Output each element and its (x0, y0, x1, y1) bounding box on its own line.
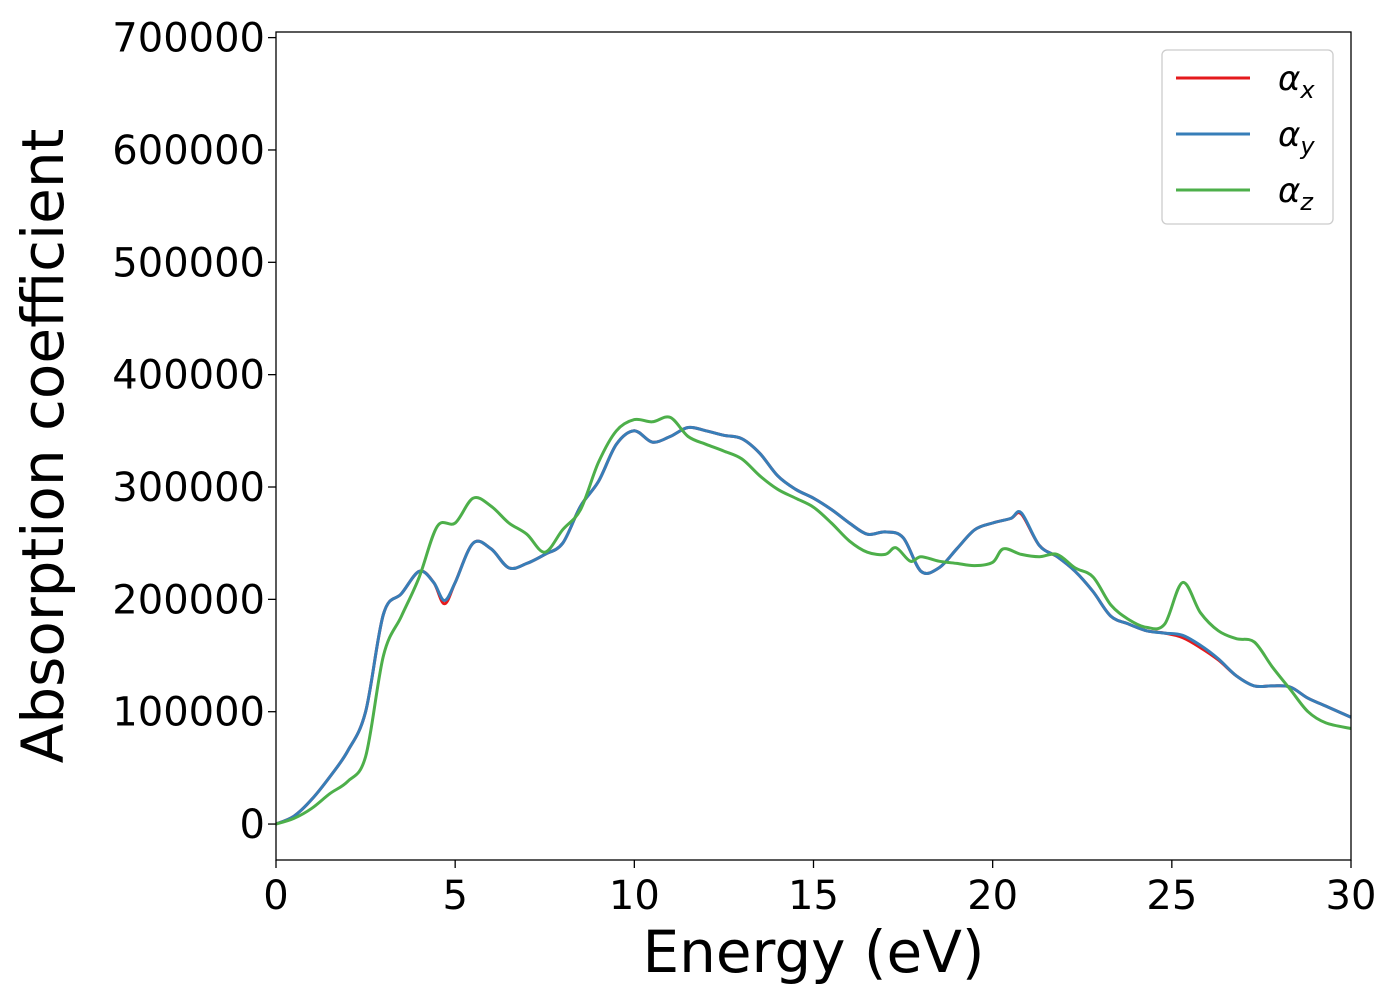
legend-label-x: αx (1278, 59, 1315, 104)
legend-label-main: α (1278, 59, 1300, 99)
y-tick-label: 300000 (112, 465, 265, 511)
legend-label-main: α (1278, 115, 1300, 155)
x-tick-label: 20 (967, 873, 1018, 919)
x-tick-label: 5 (442, 873, 467, 919)
legend-label-y: αy (1278, 115, 1315, 160)
x-axis: 0 5 10 15 20 25 30 (263, 860, 1376, 919)
legend-label-main: α (1278, 171, 1300, 211)
x-tick-label: 15 (788, 873, 839, 919)
series-group (275, 415, 1352, 826)
x-tick-label: 30 (1326, 873, 1377, 919)
legend-label-z: αz (1278, 171, 1314, 216)
series-line-y (275, 425, 1352, 826)
y-axis-title: Absorption coefficient (9, 129, 77, 764)
legend-label-sub: y (1299, 132, 1315, 160)
y-tick-label: 400000 (112, 353, 265, 399)
x-tick-label: 10 (609, 873, 660, 919)
x-tick-label: 0 (263, 873, 288, 919)
legend-label-sub: z (1299, 188, 1314, 216)
y-tick-label: 700000 (112, 16, 265, 62)
y-tick-label: 100000 (112, 690, 265, 736)
y-tick-label: 0 (240, 802, 265, 848)
legend-label-sub: x (1299, 76, 1315, 104)
y-tick-label: 200000 (112, 577, 265, 623)
series-line-z (275, 415, 1352, 826)
x-axis-title: Energy (eV) (642, 918, 984, 986)
legend-box (1161, 49, 1334, 225)
y-axis: 0 100000 200000 300000 400000 500000 600000 700… (112, 16, 276, 848)
y-tick-label: 600000 (112, 128, 265, 174)
x-tick-label: 25 (1146, 873, 1197, 919)
y-tick-label: 500000 (112, 240, 265, 286)
